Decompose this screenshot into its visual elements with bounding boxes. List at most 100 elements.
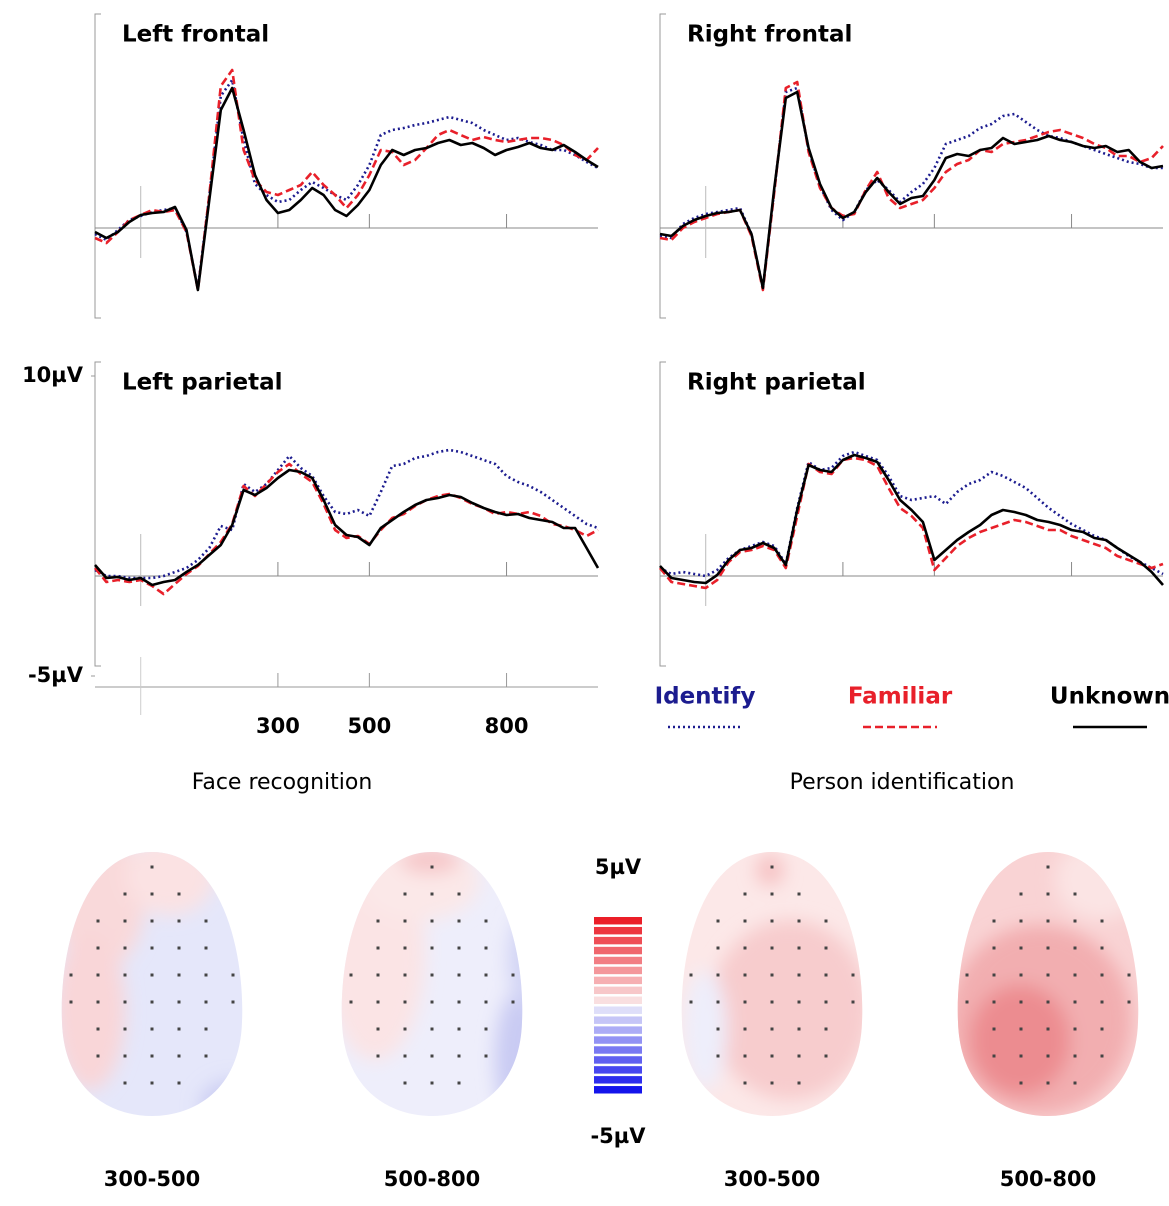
panel-title: Left parietal bbox=[122, 370, 282, 396]
electrode bbox=[716, 1054, 720, 1058]
electrode bbox=[177, 919, 181, 923]
topo-map bbox=[957, 852, 1139, 1116]
electrode bbox=[1073, 973, 1077, 977]
electrode bbox=[430, 892, 434, 896]
electrode bbox=[1073, 1000, 1077, 1004]
electrode bbox=[743, 973, 747, 977]
electrode bbox=[797, 1000, 801, 1004]
electrode bbox=[1100, 1000, 1104, 1004]
colorbar-step bbox=[594, 946, 642, 955]
electrode bbox=[992, 946, 996, 950]
electrode bbox=[992, 1054, 996, 1058]
electrode bbox=[430, 1027, 434, 1031]
electrode bbox=[457, 1000, 461, 1004]
electrode bbox=[1046, 1000, 1050, 1004]
colorbar-step bbox=[594, 956, 642, 965]
electrode bbox=[770, 1081, 774, 1085]
electrode bbox=[770, 973, 774, 977]
erp-line bbox=[94, 468, 600, 587]
electrode bbox=[743, 1027, 747, 1031]
electrode bbox=[403, 1054, 407, 1058]
electrode bbox=[1046, 919, 1050, 923]
y-axis bbox=[94, 13, 101, 319]
map-region bbox=[400, 852, 460, 874]
electrode bbox=[1019, 1054, 1023, 1058]
electrode bbox=[824, 946, 828, 950]
electrode bbox=[689, 973, 693, 977]
electrode bbox=[770, 946, 774, 950]
electrode bbox=[1019, 919, 1023, 923]
electrode bbox=[1019, 973, 1023, 977]
electrode bbox=[797, 1027, 801, 1031]
electrode bbox=[96, 946, 100, 950]
erp-line bbox=[659, 80, 1164, 292]
erp-line bbox=[659, 90, 1164, 290]
electrode bbox=[1100, 1027, 1104, 1031]
electrode bbox=[403, 1027, 407, 1031]
electrode bbox=[430, 865, 434, 869]
electrode bbox=[376, 973, 380, 977]
electrode bbox=[123, 1081, 127, 1085]
y-tick-label: 10µV bbox=[22, 363, 84, 387]
map-region bbox=[360, 852, 480, 920]
electrode bbox=[992, 1000, 996, 1004]
electrode bbox=[204, 1000, 208, 1004]
electrode bbox=[150, 892, 154, 896]
erp-line bbox=[94, 78, 599, 290]
electrode bbox=[150, 1054, 154, 1058]
electrode bbox=[457, 973, 461, 977]
erp-line bbox=[659, 86, 1163, 290]
electrode bbox=[824, 973, 828, 977]
electrode bbox=[743, 946, 747, 950]
electrode bbox=[1073, 946, 1077, 950]
electrode bbox=[430, 973, 434, 977]
electrode bbox=[797, 892, 801, 896]
electrode bbox=[457, 1054, 461, 1058]
electrode bbox=[349, 973, 353, 977]
colorbar-step bbox=[594, 1056, 642, 1064]
electrode bbox=[824, 919, 828, 923]
electrode bbox=[770, 1000, 774, 1004]
topo-map bbox=[341, 852, 523, 1116]
electrode bbox=[430, 919, 434, 923]
electrode bbox=[743, 919, 747, 923]
electrode bbox=[177, 892, 181, 896]
electrode bbox=[123, 919, 127, 923]
electrode bbox=[1046, 892, 1050, 896]
colorbar-label: -5µV bbox=[590, 1124, 646, 1148]
electrode bbox=[743, 1054, 747, 1058]
electrode bbox=[430, 946, 434, 950]
map-blobs bbox=[957, 852, 1139, 1115]
electrode bbox=[204, 946, 208, 950]
electrode bbox=[797, 946, 801, 950]
electrode bbox=[123, 1000, 127, 1004]
map-region bbox=[710, 920, 863, 1100]
electrode bbox=[177, 1027, 181, 1031]
electrode bbox=[824, 1054, 828, 1058]
electrode bbox=[403, 946, 407, 950]
electrode bbox=[1046, 1054, 1050, 1058]
electrode bbox=[797, 1054, 801, 1058]
electrode bbox=[484, 1027, 488, 1031]
colorbar-step bbox=[594, 926, 642, 935]
electrode bbox=[457, 1027, 461, 1031]
electrode bbox=[484, 1054, 488, 1058]
electrode bbox=[69, 973, 73, 977]
electrode bbox=[965, 973, 969, 977]
y-axis bbox=[94, 361, 101, 667]
electrode bbox=[824, 1027, 828, 1031]
electrode bbox=[770, 892, 774, 896]
electrode bbox=[1073, 919, 1077, 923]
colorbar-step bbox=[594, 917, 642, 925]
electrode bbox=[150, 919, 154, 923]
electrode bbox=[770, 1027, 774, 1031]
electrode bbox=[430, 1000, 434, 1004]
electrode bbox=[204, 1027, 208, 1031]
electrode bbox=[430, 1054, 434, 1058]
panel-title: Right parietal bbox=[687, 370, 866, 396]
legend-label: Unknown bbox=[1050, 684, 1169, 710]
erp-line bbox=[94, 448, 599, 580]
electrode bbox=[1073, 892, 1077, 896]
electrode bbox=[403, 919, 407, 923]
map-region bbox=[200, 1080, 243, 1116]
